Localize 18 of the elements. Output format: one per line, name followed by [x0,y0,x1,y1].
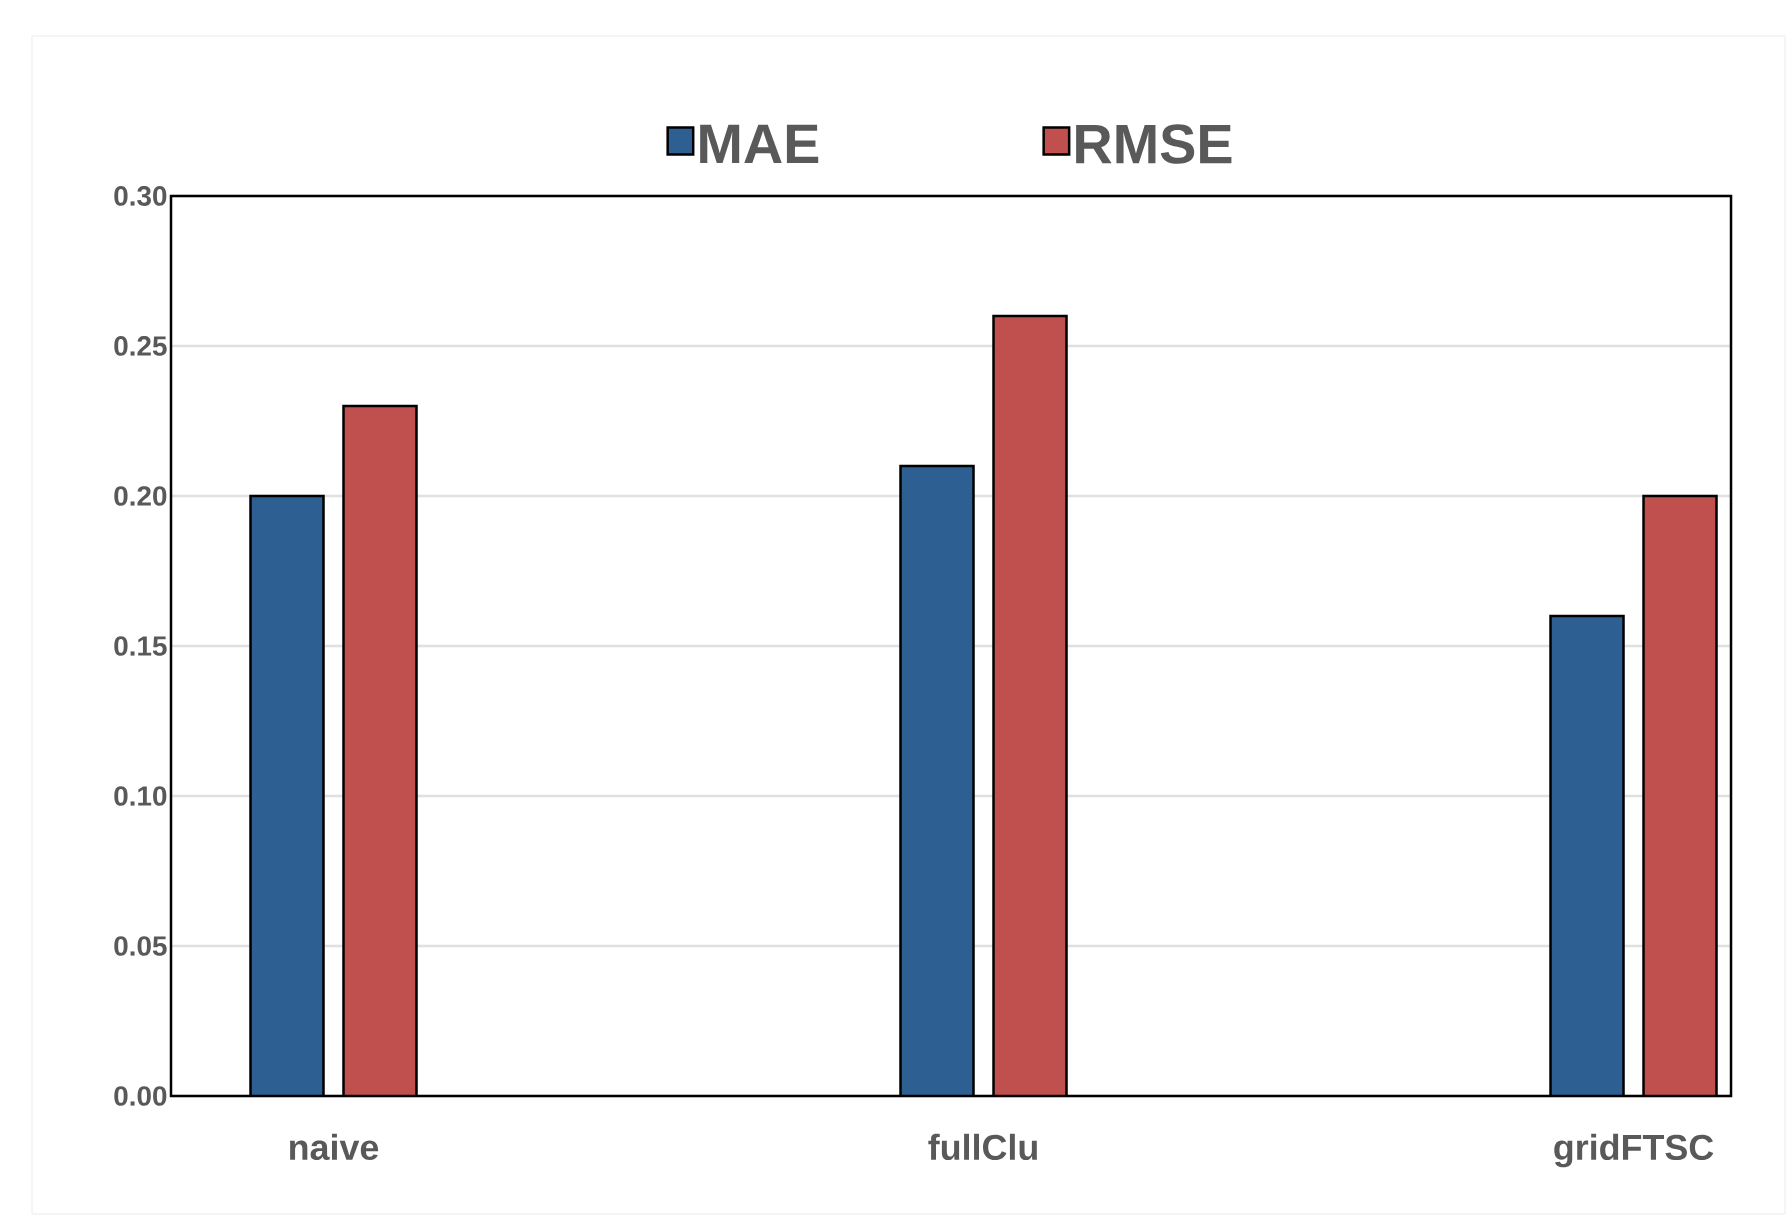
x-tick-label: naive [290,1133,379,1161]
y-tick-label: 0.20 [114,486,167,506]
legend-label: RMSE [1076,124,1232,164]
bar [249,494,325,1096]
y-tick-label: 0.25 [114,336,167,356]
bar [342,404,418,1096]
y-tick-label: 0.30 [114,186,167,206]
bar [1549,614,1625,1096]
legend-label: MAE [700,124,819,164]
y-tick-label: 0.15 [114,636,167,656]
x-tick-label: fullClu [928,1133,1037,1161]
bar [899,464,975,1096]
bar [1642,494,1718,1096]
x-tick-label: gridFTSC [1554,1133,1714,1168]
bar [992,314,1068,1096]
y-tick-label: 0.10 [114,786,167,806]
y-tick-label: 0.00 [114,1086,167,1106]
y-tick-label: 0.05 [114,936,167,956]
